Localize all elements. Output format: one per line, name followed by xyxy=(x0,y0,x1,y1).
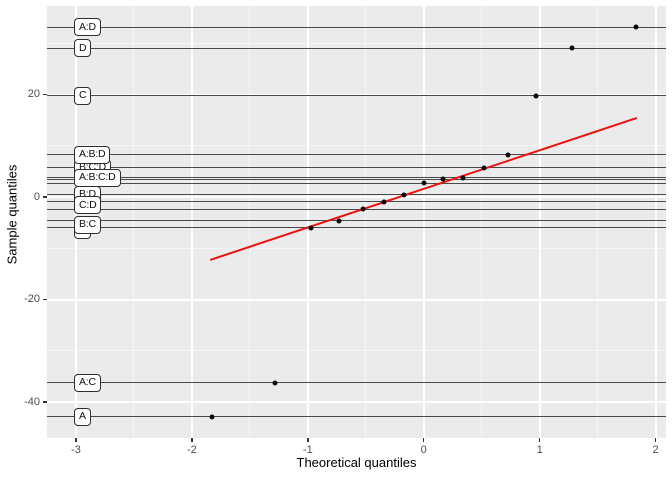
effect-label-box: A:B:C:D xyxy=(74,168,121,187)
effect-line xyxy=(47,220,666,222)
y-tick-label: 20 xyxy=(27,88,40,101)
x-tick-mark xyxy=(307,438,309,442)
gridline-minor-x xyxy=(481,6,483,438)
gridline-minor-x xyxy=(133,6,135,438)
qq-point xyxy=(421,180,427,186)
x-tick-label: -1 xyxy=(302,444,313,456)
effect-label-box: C:D xyxy=(74,196,102,215)
x-tick-label: 0 xyxy=(420,444,427,456)
x-tick-label: -3 xyxy=(71,444,81,456)
qq-point xyxy=(440,176,446,182)
qq-point xyxy=(360,206,366,212)
qq-point xyxy=(569,45,575,51)
qq-point xyxy=(481,165,487,171)
qq-point xyxy=(460,175,466,181)
gridline-major-y xyxy=(47,196,666,199)
effect-label-box: B:C xyxy=(74,215,101,234)
gridline-minor-y xyxy=(47,145,666,147)
qq-point xyxy=(209,414,215,420)
y-tick-mark xyxy=(43,93,47,96)
qq-point xyxy=(633,24,639,30)
y-tick-label: 0 xyxy=(33,190,40,203)
gridline-major-x xyxy=(538,6,541,438)
y-tick-mark xyxy=(43,196,47,198)
effect-label-box: A:B:D xyxy=(74,145,111,164)
effect-line xyxy=(47,26,666,28)
y-tick-label: -20 xyxy=(24,293,40,306)
x-tick-mark xyxy=(75,438,77,442)
qq-point xyxy=(308,225,314,231)
x-axis-title: Theoretical quantiles xyxy=(296,455,417,470)
x-tick-mark xyxy=(654,438,657,442)
x-tick-mark xyxy=(538,438,541,442)
effect-label-box: A xyxy=(74,407,91,426)
effect-label-box: A:D xyxy=(74,18,101,36)
qq-point xyxy=(381,199,387,205)
effect-line xyxy=(47,182,666,184)
y-tick-mark xyxy=(43,401,47,403)
gridline-major-x xyxy=(654,6,657,438)
gridline-major-y xyxy=(47,401,666,404)
gridline-minor-y xyxy=(47,42,666,44)
x-tick-mark xyxy=(422,438,425,442)
effect-label-box: D xyxy=(74,39,92,58)
gridline-major-x xyxy=(190,6,193,438)
effect-line xyxy=(47,95,666,97)
qq-point xyxy=(401,192,407,198)
x-tick-label: 1 xyxy=(536,444,543,456)
gridline-major-x xyxy=(422,6,425,438)
effect-line xyxy=(47,178,666,180)
gridline-minor-y xyxy=(47,350,666,352)
gridline-major-y xyxy=(47,93,666,96)
effect-line xyxy=(47,201,666,203)
x-tick-mark xyxy=(191,438,193,442)
y-tick-mark xyxy=(43,298,47,301)
effect-line xyxy=(47,167,666,169)
x-tick-label: -2 xyxy=(187,444,197,456)
gridline-major-y xyxy=(47,298,666,301)
x-tick-label: 2 xyxy=(652,444,659,456)
effect-line xyxy=(47,227,666,229)
effect-line xyxy=(47,47,666,49)
qq-point xyxy=(336,218,342,224)
qq-point xyxy=(533,93,539,99)
effect-label-box: C xyxy=(74,86,92,105)
gridline-minor-x xyxy=(365,6,367,438)
qq-point xyxy=(505,152,511,158)
y-axis-title: Sample quantiles xyxy=(4,164,20,265)
gridline-major-x xyxy=(306,6,309,438)
effect-line xyxy=(47,177,666,179)
gridline-minor-x xyxy=(597,6,599,438)
qq-point xyxy=(272,380,278,386)
effect-line xyxy=(47,154,666,156)
y-tick-label: -40 xyxy=(24,395,40,408)
gridline-minor-y xyxy=(47,247,666,249)
effect-line xyxy=(47,416,666,418)
effect-label-box: A:C xyxy=(74,373,101,392)
gridline-minor-x xyxy=(249,6,251,438)
effect-line xyxy=(47,194,666,196)
effect-line xyxy=(47,382,666,384)
